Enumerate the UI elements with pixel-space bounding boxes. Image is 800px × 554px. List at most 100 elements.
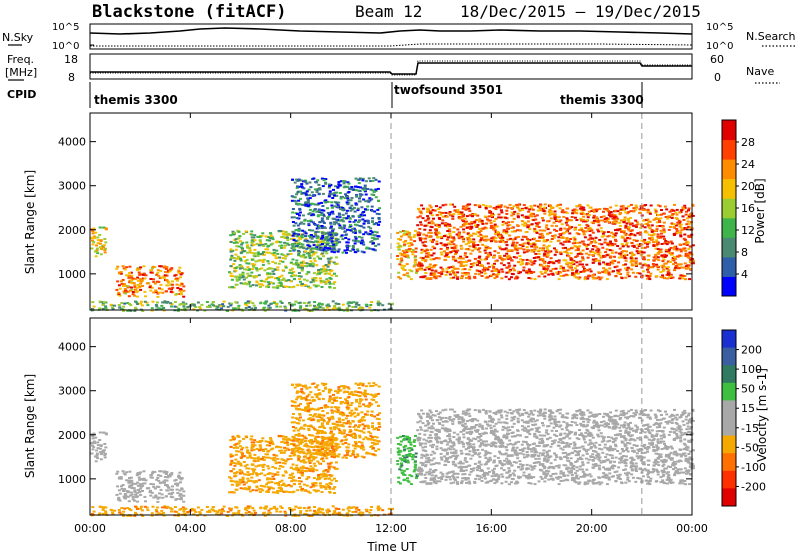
echo-cell	[276, 457, 280, 460]
echo-cell	[343, 402, 347, 405]
echo-cell	[535, 225, 539, 228]
echo-cell	[133, 285, 137, 288]
echo-cell	[453, 209, 457, 212]
echo-cell	[592, 216, 596, 219]
echo-cell	[617, 270, 621, 273]
echo-cell	[484, 267, 488, 270]
echo-cell	[287, 279, 291, 282]
echo-cell	[501, 259, 505, 262]
echo-cell	[532, 213, 535, 215]
echo-cell	[354, 188, 357, 191]
echo-cell	[321, 240, 325, 243]
echo-cell	[351, 306, 355, 308]
echo-cell	[308, 304, 312, 307]
echo-cell	[356, 250, 360, 253]
echo-cell	[596, 228, 600, 231]
echo-cell	[139, 302, 143, 305]
echo-cell	[432, 272, 436, 275]
echo-cell	[507, 262, 511, 265]
echo-cell	[258, 236, 262, 239]
echo-cell	[98, 300, 102, 303]
echo-cell	[237, 230, 241, 233]
echo-cell	[685, 243, 689, 246]
echo-cell	[609, 211, 613, 213]
echo-cell	[294, 242, 298, 245]
echo-cell	[230, 302, 233, 305]
echo-cell	[489, 227, 493, 229]
echo-cell	[551, 268, 555, 270]
echo-cell	[657, 250, 661, 253]
echo-cell	[636, 223, 640, 226]
echo-cell	[322, 460, 325, 463]
echo-cell	[254, 465, 258, 468]
echo-cell	[376, 440, 380, 443]
echo-cell	[605, 248, 609, 251]
echo-cell	[239, 251, 243, 254]
echo-cell	[443, 255, 447, 258]
echo-cell	[595, 249, 599, 252]
echo-cell	[330, 239, 334, 241]
echo-cell	[459, 265, 463, 267]
echo-cell	[133, 490, 137, 493]
echo-cell	[424, 240, 427, 243]
echo-cell	[269, 235, 273, 237]
echo-cell	[300, 221, 303, 224]
echo-cell	[253, 439, 257, 442]
echo-cell	[258, 464, 262, 467]
echo-cell	[283, 305, 287, 308]
echo-cell	[243, 268, 246, 271]
echo-cell	[616, 269, 620, 272]
echo-cell	[499, 206, 503, 209]
nave-trace	[90, 60, 692, 76]
echo-cell	[505, 271, 509, 274]
y-tick-label: 2000	[58, 224, 86, 237]
echo-cell	[298, 278, 302, 280]
echo-cell	[134, 300, 137, 303]
echo-cell	[412, 265, 416, 268]
echo-cell	[600, 235, 604, 238]
echo-cell	[280, 441, 284, 444]
echo-cell	[133, 499, 136, 502]
echo-cell	[623, 254, 626, 257]
echo-cell	[274, 262, 277, 265]
echo-cell	[672, 263, 675, 266]
echo-cell	[630, 241, 634, 244]
echo-cell	[316, 203, 320, 206]
echo-cell	[272, 478, 276, 480]
echo-cell	[237, 450, 241, 453]
echo-cell	[464, 220, 468, 223]
echo-cell	[562, 240, 566, 243]
echo-cell	[288, 302, 292, 304]
echo-cell	[684, 241, 688, 244]
echo-cell	[297, 309, 301, 312]
echo-cell	[229, 250, 233, 253]
echo-cell	[636, 232, 640, 235]
echo-cell	[498, 256, 502, 259]
echo-cell	[314, 223, 317, 226]
echo-cell	[421, 276, 425, 279]
echo-cell	[124, 289, 128, 292]
echo-cell	[297, 243, 300, 246]
echo-cell	[441, 268, 445, 271]
echo-cell	[295, 186, 299, 189]
echo-cell	[679, 229, 683, 232]
echo-cell	[96, 441, 100, 444]
echo-cell	[646, 241, 650, 243]
echo-cell	[323, 473, 327, 476]
echo-cell	[324, 182, 328, 185]
echo-cell	[357, 304, 361, 306]
echo-cell	[130, 487, 134, 490]
echo-cell	[447, 266, 451, 269]
echo-cell	[665, 267, 669, 270]
echo-cell	[601, 271, 605, 274]
echo-cell	[578, 245, 582, 248]
echo-cell	[319, 476, 323, 479]
echo-cell	[291, 286, 295, 289]
echo-cell	[297, 480, 301, 483]
echo-cell	[158, 492, 161, 495]
echo-cell	[400, 254, 404, 257]
echo-cell	[625, 222, 629, 225]
echo-cell	[267, 244, 271, 247]
echo-cell	[687, 215, 691, 218]
echo-cell	[272, 248, 276, 251]
